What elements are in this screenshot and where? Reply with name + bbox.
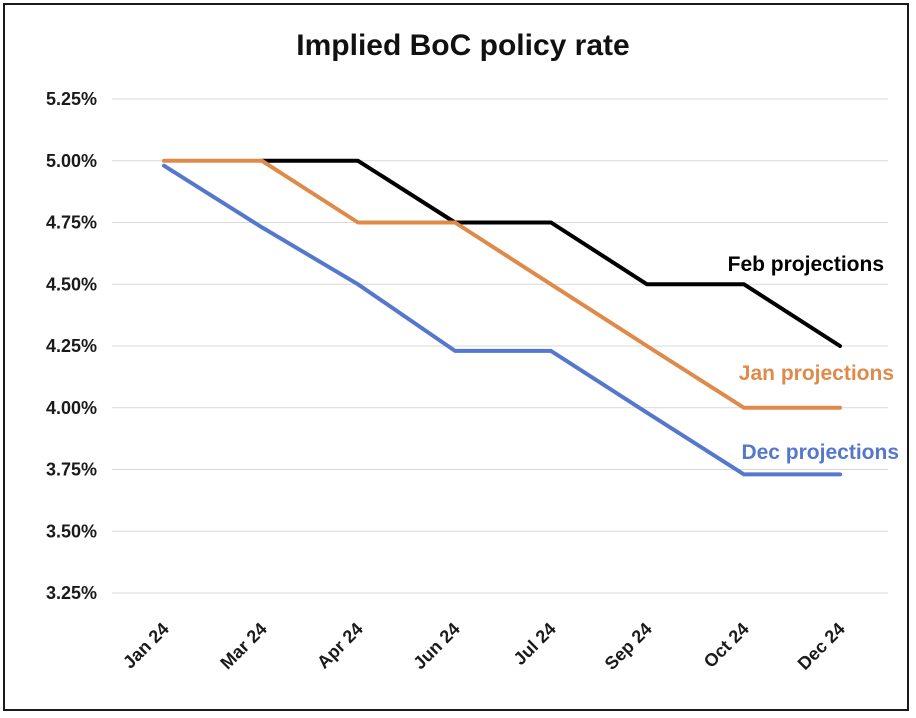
x-tick-label: Jan 24 [119,619,173,673]
y-tick-label: 3.50% [46,521,97,541]
series-line-feb [260,158,842,348]
x-tick-label: Apr 24 [313,619,367,673]
x-axis-ticks: Jan 24 Mar 24 Apr 24 Jun 24 Jul 24 Sep 24 Oct … [119,619,849,674]
series-labels: Feb projections Jan projections Dec projec… [728,253,899,464]
y-tick-label: 5.00% [46,151,97,171]
chart-title: Implied BoC policy rate [296,29,629,62]
y-tick-label: 3.25% [46,583,97,603]
y-tick-label: 3.75% [46,460,97,480]
y-tick-label: 4.25% [46,336,97,356]
series-line-dec [162,163,842,477]
x-tick-label: Oct 24 [700,619,753,672]
y-tick-label: 5.25% [46,89,97,109]
x-tick-label: Jul 24 [510,619,560,669]
x-tick-label: Dec 24 [794,619,849,674]
series-label-jan: Jan projections [739,362,894,385]
series-label-dec: Dec projections [741,441,899,464]
x-tick-label: Jun 24 [409,619,463,673]
y-tick-label: 4.75% [46,213,97,233]
x-tick-label: Mar 24 [216,619,270,673]
x-tick-label: Sep 24 [601,619,656,674]
series-label-feb: Feb projections [728,253,884,276]
grid-lines [112,98,888,594]
y-tick-label: 4.50% [46,274,97,294]
series-lines [162,158,842,477]
series-line-jan [162,158,842,410]
y-axis-ticks: 5.25% 5.00% 4.75% 4.50% 4.25% 4.00% 3.75% 3.50%… [46,89,97,603]
y-tick-label: 4.00% [46,398,97,418]
